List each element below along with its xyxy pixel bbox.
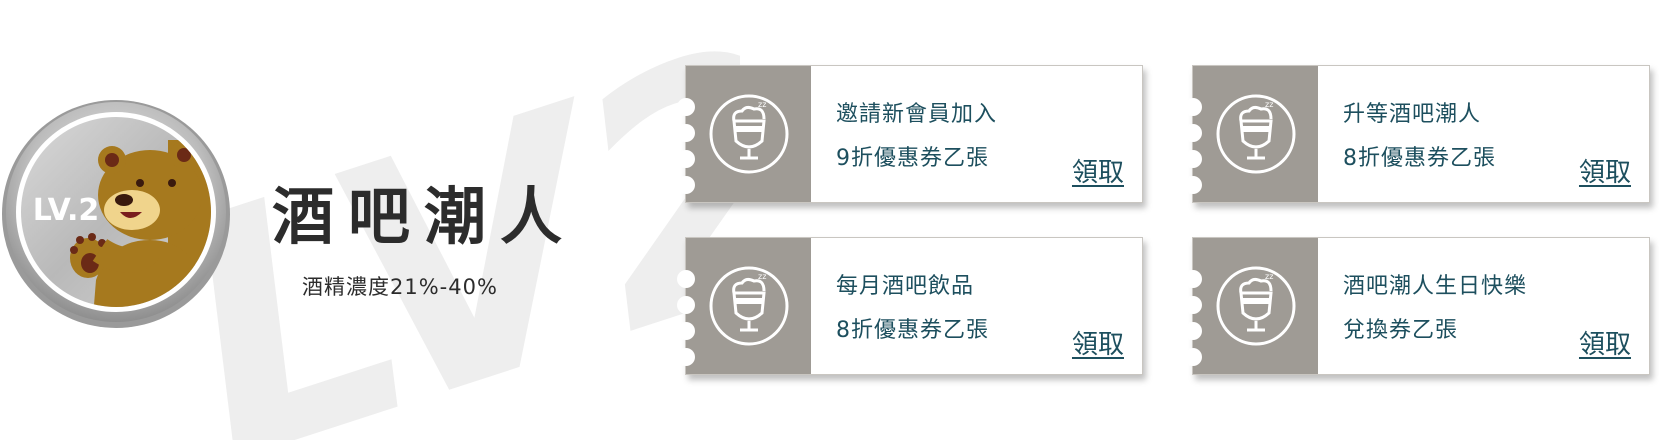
- coupon-title: 邀請新會員加入: [836, 102, 998, 127]
- coupon-offer: 8折優惠券乙張: [1343, 146, 1496, 171]
- claim-link[interactable]: 領取: [1578, 158, 1631, 188]
- svg-text:zz: zz: [758, 272, 766, 281]
- svg-text:zz: zz: [1265, 100, 1273, 109]
- coupon-card: zz 升等酒吧潮人 8折優惠券乙張 領取: [1184, 65, 1650, 203]
- coupon-title: 酒吧潮人生日快樂: [1343, 274, 1528, 299]
- beer-mug-icon: zz: [709, 266, 789, 346]
- coupon-offer: 兌換券乙張: [1343, 318, 1459, 343]
- svg-text:zz: zz: [758, 100, 766, 109]
- coupon-offer: 8折優惠券乙張: [836, 318, 989, 343]
- level-title: 酒吧潮人: [272, 180, 577, 253]
- coupon-card: zz 邀請新會員加入 9折優惠券乙張 領取: [677, 65, 1143, 203]
- level-description: 酒精濃度21%-40%: [302, 275, 498, 299]
- coupon-stub: zz: [677, 238, 811, 374]
- claim-link[interactable]: 領取: [1071, 330, 1124, 360]
- beer-mug-icon: zz: [709, 94, 789, 174]
- coupon-offer: 9折優惠券乙張: [836, 146, 989, 171]
- coupon-stub: zz: [677, 66, 811, 202]
- claim-link[interactable]: 領取: [1071, 158, 1124, 188]
- coupon-stub: zz: [1184, 238, 1318, 374]
- coupon-card: zz 酒吧潮人生日快樂 兌換券乙張 領取: [1184, 237, 1650, 375]
- coupon-card: zz 每月酒吧飲品 8折優惠券乙張 領取: [677, 237, 1143, 375]
- coupon-stub: zz: [1184, 66, 1318, 202]
- level-badge: LV.2: [2, 100, 230, 328]
- badge-level-text: LV.2: [33, 193, 100, 228]
- beer-mug-icon: zz: [1216, 94, 1296, 174]
- claim-link[interactable]: 領取: [1578, 330, 1631, 360]
- coupon-title: 每月酒吧飲品: [836, 274, 975, 299]
- beer-mug-icon: zz: [1216, 266, 1296, 346]
- svg-text:zz: zz: [1265, 272, 1273, 281]
- coupon-title: 升等酒吧潮人: [1343, 102, 1482, 127]
